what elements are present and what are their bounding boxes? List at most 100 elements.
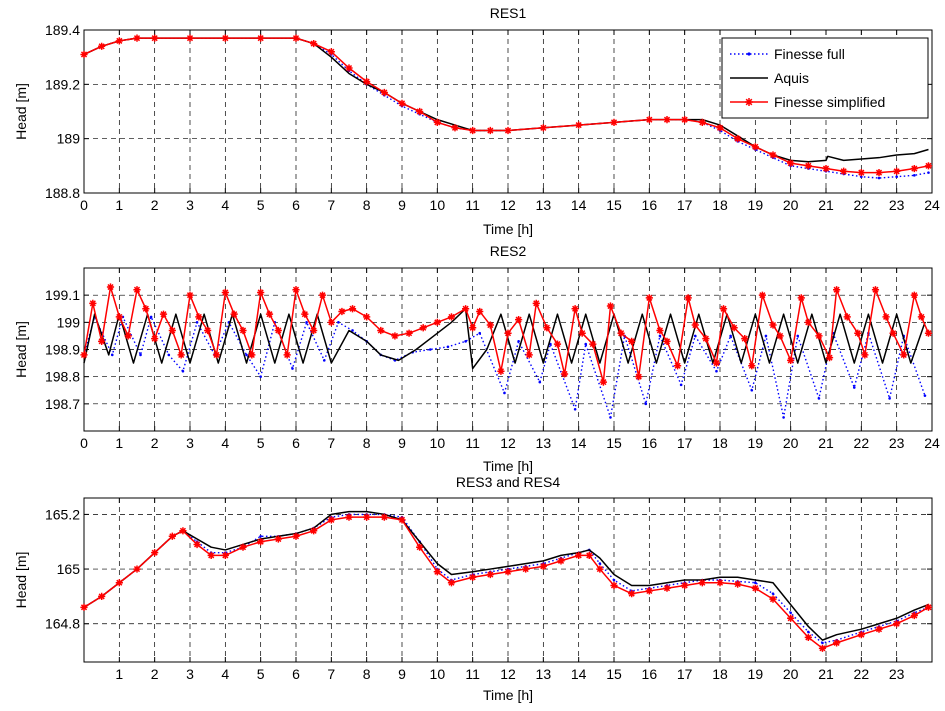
data-point <box>716 124 724 132</box>
x-tick-label: 13 <box>536 666 552 682</box>
x-axis-label: Time [h] <box>483 458 533 474</box>
data-point <box>691 321 699 329</box>
data-point <box>804 633 812 642</box>
x-tick-label: 8 <box>363 666 371 682</box>
data-point <box>751 584 759 592</box>
data-point <box>363 313 371 321</box>
data-point <box>345 64 353 72</box>
data-point <box>645 587 653 595</box>
data-point <box>292 286 300 294</box>
series-line <box>83 513 929 644</box>
x-tick-label: 14 <box>571 666 587 682</box>
data-point <box>599 378 607 386</box>
x-tick-label: 19 <box>748 197 764 213</box>
y-tick-label: 164.8 <box>45 616 80 632</box>
data-point <box>159 310 168 318</box>
data-point <box>888 397 891 400</box>
x-tick-label: 10 <box>430 666 446 682</box>
data-point <box>204 326 212 335</box>
data-point <box>589 340 597 348</box>
data-point <box>419 324 427 332</box>
data-point <box>734 135 742 143</box>
data-point <box>840 167 848 175</box>
x-tick-label: 1 <box>115 197 123 213</box>
y-tick-label: 165 <box>57 561 81 577</box>
data-point <box>259 375 262 378</box>
data-point <box>857 631 865 639</box>
data-point <box>327 48 335 56</box>
data-point <box>681 581 689 590</box>
data-point <box>843 313 851 321</box>
data-point <box>645 294 653 302</box>
x-tick-label: 12 <box>500 197 516 213</box>
data-point <box>754 581 757 585</box>
x-tick-label: 24 <box>924 435 940 451</box>
data-point <box>195 321 199 324</box>
data-point <box>854 329 862 337</box>
data-point <box>663 584 671 592</box>
x-tick-label: 2 <box>151 435 159 451</box>
data-point <box>327 516 335 524</box>
data-point <box>702 335 710 343</box>
series-finesse-simplified <box>80 34 933 177</box>
chart-res2: RES2 0 1 2 3 4 5 6 7 8 9 10 11 12 13 14 15 16 17 18 19 20 21 2… <box>13 243 940 474</box>
data-point <box>852 386 856 389</box>
data-point <box>110 353 114 357</box>
data-point <box>832 286 841 294</box>
x-axis-label: Time [h] <box>483 687 533 703</box>
x-tick-label: 16 <box>642 435 658 451</box>
x-tick-label: 12 <box>500 435 516 451</box>
data-point <box>628 590 636 598</box>
data-point <box>910 291 918 299</box>
data-point <box>538 380 542 384</box>
legend-label: Finesse full <box>774 46 845 62</box>
x-tick-label: 18 <box>712 435 728 451</box>
data-point <box>734 580 742 588</box>
data-point <box>764 334 768 338</box>
data-point <box>124 332 132 340</box>
data-point <box>818 644 827 652</box>
data-point <box>133 286 141 294</box>
data-point <box>913 174 916 177</box>
data-point <box>656 326 664 335</box>
data-point <box>469 573 477 581</box>
data-point <box>167 353 171 357</box>
x-tick-label: 17 <box>677 435 693 451</box>
data-point <box>207 551 215 559</box>
data-point <box>769 595 777 603</box>
data-point <box>239 326 247 335</box>
data-point <box>168 532 176 540</box>
x-tick-label: 17 <box>677 666 693 682</box>
data-point <box>645 116 653 124</box>
legend-entry: Aquis <box>730 70 809 86</box>
x-tick-label: 20 <box>783 666 799 682</box>
data-point <box>433 568 441 576</box>
data-point <box>149 315 153 319</box>
data-point <box>716 579 724 587</box>
series-line <box>83 510 929 641</box>
data-point <box>230 310 238 318</box>
data-point <box>610 581 618 590</box>
data-point <box>259 534 262 538</box>
data-point <box>221 551 229 560</box>
data-point <box>893 167 901 175</box>
x-tick-label: 23 <box>889 197 905 213</box>
data-point <box>719 305 728 313</box>
x-tick-label: 0 <box>80 197 88 213</box>
data-point <box>257 34 265 42</box>
data-point <box>514 316 523 324</box>
x-tick-label: 5 <box>257 666 265 682</box>
x-tick-label: 11 <box>465 666 480 682</box>
data-point <box>80 50 88 59</box>
data-point <box>715 369 718 373</box>
x-tick-label: 17 <box>677 197 693 213</box>
data-point <box>305 321 308 324</box>
data-point <box>923 394 927 397</box>
chart-title: RES2 <box>490 243 527 259</box>
data-point <box>504 126 512 135</box>
data-point <box>398 516 406 524</box>
x-tick-label: 7 <box>327 435 335 451</box>
x-tick-label: 7 <box>327 197 335 213</box>
x-axis-label: Time [h] <box>483 221 533 237</box>
data-point <box>345 513 353 521</box>
